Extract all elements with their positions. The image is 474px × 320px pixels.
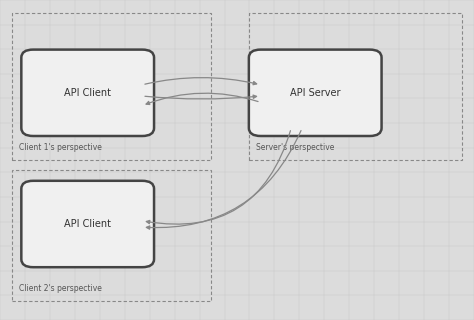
FancyArrowPatch shape	[146, 131, 291, 224]
Text: Client 1's perspective: Client 1's perspective	[19, 143, 102, 152]
FancyBboxPatch shape	[21, 181, 154, 267]
FancyArrowPatch shape	[146, 93, 258, 105]
FancyArrowPatch shape	[145, 95, 256, 99]
FancyBboxPatch shape	[21, 50, 154, 136]
Text: Client 2's perspective: Client 2's perspective	[19, 284, 102, 293]
Text: Server's perspective: Server's perspective	[256, 143, 334, 152]
FancyBboxPatch shape	[249, 50, 382, 136]
Text: API Client: API Client	[64, 88, 111, 98]
FancyArrowPatch shape	[145, 78, 256, 85]
FancyArrowPatch shape	[146, 131, 301, 229]
Text: API Server: API Server	[290, 88, 340, 98]
Text: API Client: API Client	[64, 219, 111, 229]
